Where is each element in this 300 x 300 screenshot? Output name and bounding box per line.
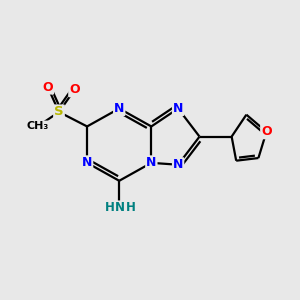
Text: N: N bbox=[173, 102, 183, 115]
Text: N: N bbox=[115, 201, 125, 214]
Text: H: H bbox=[125, 201, 135, 214]
Text: N: N bbox=[173, 158, 183, 171]
Text: N: N bbox=[82, 156, 92, 169]
Text: N: N bbox=[114, 102, 124, 115]
Text: CH₃: CH₃ bbox=[26, 122, 49, 131]
Text: O: O bbox=[69, 83, 80, 96]
Text: O: O bbox=[42, 81, 53, 94]
Text: O: O bbox=[261, 125, 272, 138]
Text: S: S bbox=[54, 106, 64, 118]
Text: H: H bbox=[105, 201, 115, 214]
Text: N: N bbox=[146, 156, 157, 169]
